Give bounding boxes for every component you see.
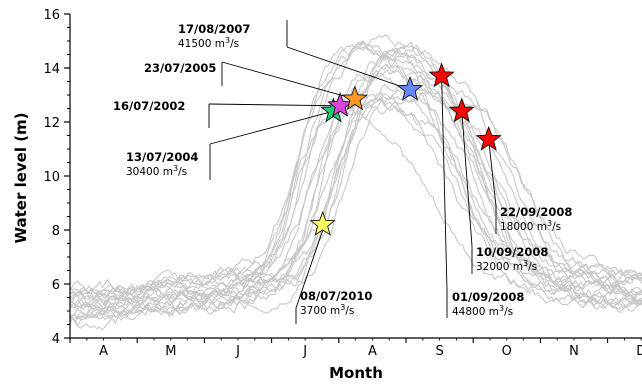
background-hydrograph-line (69, 40, 642, 317)
background-hydrograph-line (69, 93, 642, 327)
x-tick-label: A (368, 344, 377, 359)
annotation-leader (286, 46, 411, 91)
event-date-label: 13/07/2004 (126, 150, 198, 164)
annotation-leader (295, 230, 324, 309)
event-star-marker (448, 97, 475, 123)
event-date-label: 16/07/2002 (113, 99, 185, 113)
event-flow-label: 41500 m3/s (178, 36, 239, 50)
background-hydrograph-line (69, 84, 642, 309)
annotation-leader (208, 103, 341, 107)
x-tick-label: J (235, 344, 240, 359)
event-date-label: 23/07/2005 (144, 61, 216, 75)
event-flow-label: 18000 m3/s (500, 219, 561, 233)
event-star-marker (309, 210, 336, 236)
y-tick-label: 10 (43, 170, 60, 185)
event-star-marker (396, 75, 424, 101)
background-hydrograph-line (69, 105, 642, 302)
x-tick-label: O (502, 344, 512, 359)
event-date-label: 08/07/2010 (300, 289, 372, 303)
event-flow-label: 3700 m3/s (300, 303, 354, 317)
axes: 4 6 8 10 12 14 16 A M J J A S O N D (43, 8, 642, 359)
y-tick-label: 12 (43, 116, 60, 131)
background-hydrograph-line (69, 98, 642, 321)
y-tick-label: 4 (52, 332, 60, 347)
x-axis-title: Month (329, 364, 383, 382)
event-date-label: 01/09/2008 (452, 290, 524, 304)
annotation-leader (488, 139, 497, 207)
event-star-marker (327, 92, 354, 117)
annotation-leaders (208, 20, 497, 324)
event-markers (309, 62, 502, 236)
y-tick-label: 6 (52, 278, 60, 293)
x-tick-label: A (99, 344, 108, 359)
x-tick-label: N (569, 344, 579, 359)
annotation-leader (221, 61, 356, 100)
event-flow-label: 30400 m3/s (126, 164, 187, 178)
y-tick-label: 16 (43, 8, 60, 23)
x-tick-label: J (302, 344, 307, 359)
event-star-marker (475, 125, 502, 151)
event-date-label: 17/08/2007 (178, 22, 250, 36)
event-star-marker (428, 62, 455, 88)
y-axis-title: Water level (m) (12, 112, 30, 243)
event-star-marker (341, 85, 369, 111)
background-hydrograph-line (69, 47, 642, 302)
background-hydrograph-line (69, 92, 642, 301)
background-hydrograph-line (69, 44, 642, 315)
event-flow-label: 32000 m3/s (476, 259, 537, 273)
event-date-label: 10/09/2008 (476, 245, 548, 259)
x-tick-label: M (165, 344, 176, 359)
background-hydrographs (69, 34, 642, 331)
annotation-leader (209, 110, 334, 145)
background-hydrograph-line (69, 34, 642, 298)
x-tick-label: S (435, 344, 443, 359)
event-date-label: 22/09/2008 (500, 205, 572, 219)
x-tick-label: D (636, 344, 642, 359)
background-hydrograph-line (70, 106, 642, 312)
y-tick-label: 8 (52, 224, 60, 239)
event-flow-label: 44800 m3/s (452, 304, 513, 318)
annotation-leader (461, 111, 473, 247)
annotation-leader (441, 76, 448, 291)
y-tick-label: 14 (43, 62, 60, 77)
